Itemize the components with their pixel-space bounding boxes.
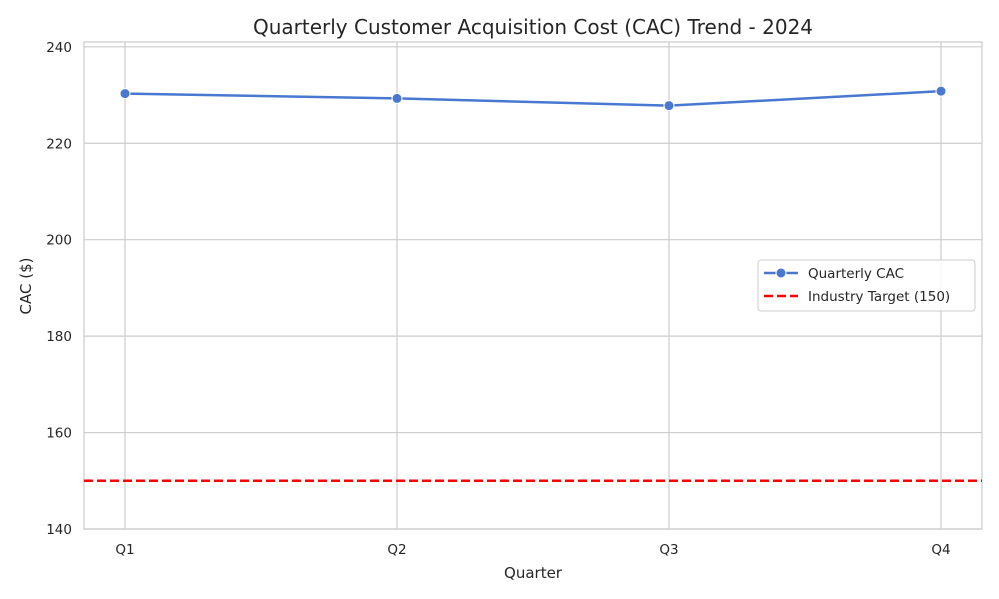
y-tick-label: 200 [46,233,72,249]
legend-label-target: Industry Target (150) [808,289,950,305]
x-axis-ticks: Q1 Q2 Q3 Q4 [115,542,950,558]
chart-title: Quarterly Customer Acquisition Cost (CAC… [253,15,813,39]
x-tick-label: Q2 [387,542,406,558]
plot-area [83,41,983,530]
y-tick-label: 220 [46,136,72,152]
y-tick-label: 180 [46,329,72,345]
y-tick-label: 140 [46,522,72,538]
legend-marker-cac [775,267,787,279]
x-axis-label: Quarter [504,564,563,582]
x-tick-label: Q1 [115,542,134,558]
series [119,85,947,112]
data-point [935,85,947,97]
series-line [124,89,942,107]
legend: Quarterly CAC Industry Target (150) [757,259,976,312]
x-tick-label: Q3 [659,542,678,558]
y-tick-label: 160 [46,426,72,442]
y-axis-label: CAC ($) [17,258,35,315]
data-point [663,100,675,112]
grid [84,42,982,530]
y-tick-label: 240 [46,40,72,56]
legend-box [757,259,976,312]
x-tick-label: Q4 [931,542,950,558]
data-point [119,88,131,100]
data-point [391,92,403,104]
y-axis-ticks: 140 160 180 200 220 240 [46,40,72,538]
legend-label-cac: Quarterly CAC [808,266,904,282]
